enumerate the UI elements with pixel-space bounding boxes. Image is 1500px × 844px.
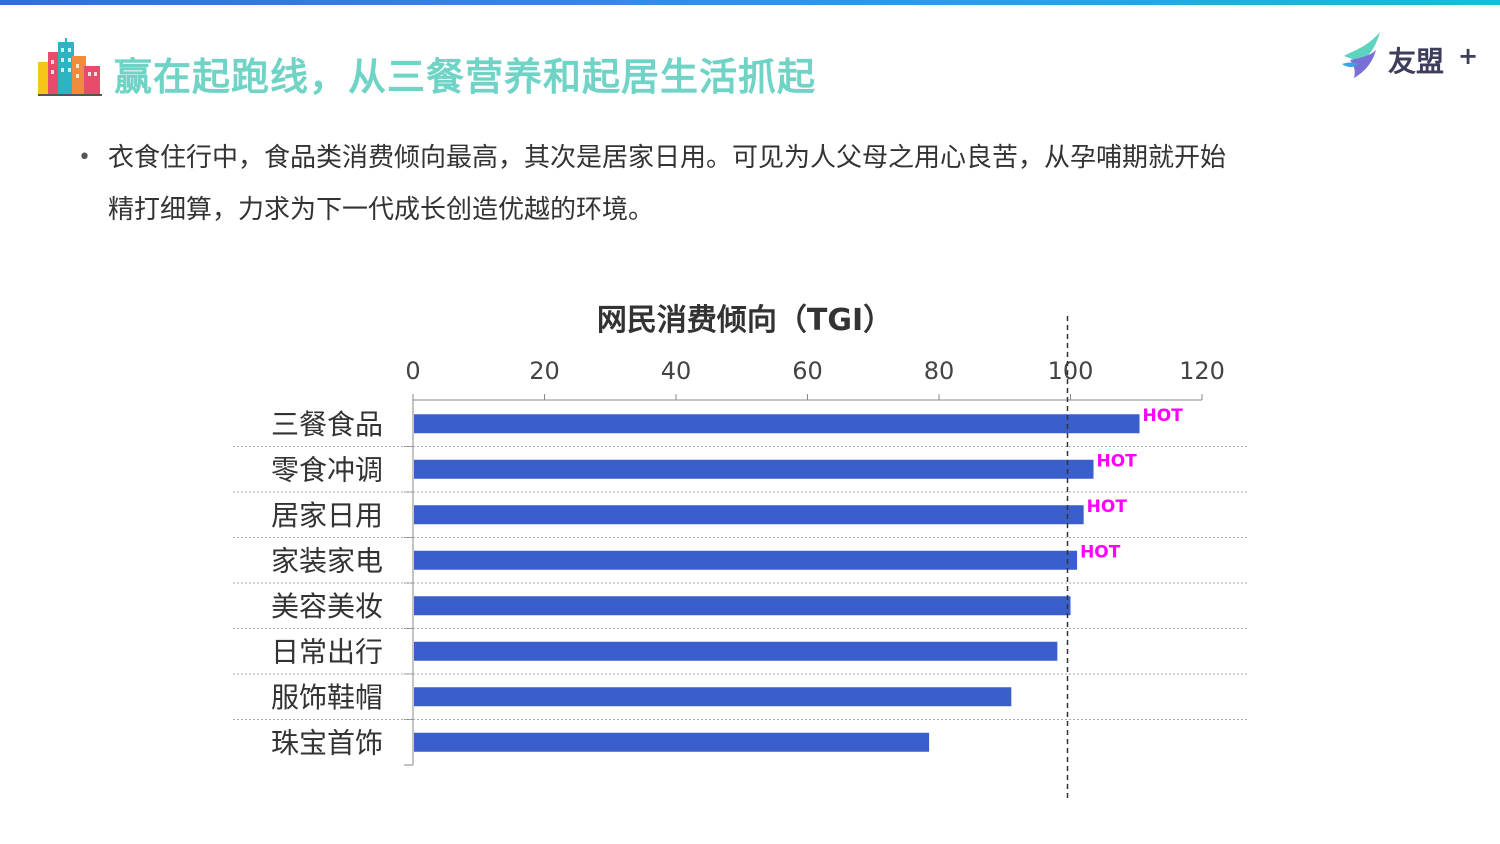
chart-title: 网民消费倾向（TGI） [597,303,893,338]
bar [414,550,1078,570]
category-label: 服饰鞋帽 [271,681,383,714]
x-tick-label: 0 [405,357,420,385]
bar [414,732,930,752]
hot-badge: HOT [1080,542,1121,562]
bar [414,459,1094,479]
x-tick-label: 80 [924,357,955,385]
top-accent-bar [0,0,1500,5]
category-label: 零食冲调 [271,453,383,486]
category-label: 珠宝首饰 [271,726,383,759]
bar [414,596,1071,616]
category-label: 家装家电 [271,544,383,577]
x-tick-label: 40 [661,357,692,385]
bar [414,414,1140,434]
description-line-1: 衣食住行中，食品类消费倾向最高，其次是居家日用。可见为人父母之用心良苦，从孕哺期… [108,143,1227,173]
description-block: • 衣食住行中，食品类消费倾向最高，其次是居家日用。可见为人父母之用心良苦，从孕… [78,132,1398,236]
category-label: 居家日用 [271,499,383,532]
hot-badge: HOT [1143,406,1184,426]
umeng-bird-logo-icon [1342,32,1380,78]
category-label: 日常出行 [271,635,383,668]
logo-text: 友盟 [1388,45,1445,78]
hot-badge: HOT [1087,497,1128,517]
x-tick-label: 100 [1048,357,1094,385]
bar [414,687,1012,707]
x-tick-label: 20 [529,357,560,385]
bar [414,641,1058,661]
umeng-logo[interactable]: 友盟 + [1340,30,1480,84]
bullet-icon: • [78,145,91,170]
page-title: 赢在起跑线，从三餐营养和起居生活抓起 [114,55,817,99]
category-label: 三餐食品 [271,408,383,441]
x-tick-label: 120 [1179,357,1225,385]
city-buildings-icon [38,38,102,96]
bar [414,505,1084,525]
x-tick-label: 60 [792,357,823,385]
category-label: 美容美妆 [271,590,383,623]
logo-plus: + [1458,42,1479,70]
hot-badge: HOT [1097,451,1138,471]
description-line-2: 精打细算，力求为下一代成长创造优越的环境。 [108,195,655,225]
